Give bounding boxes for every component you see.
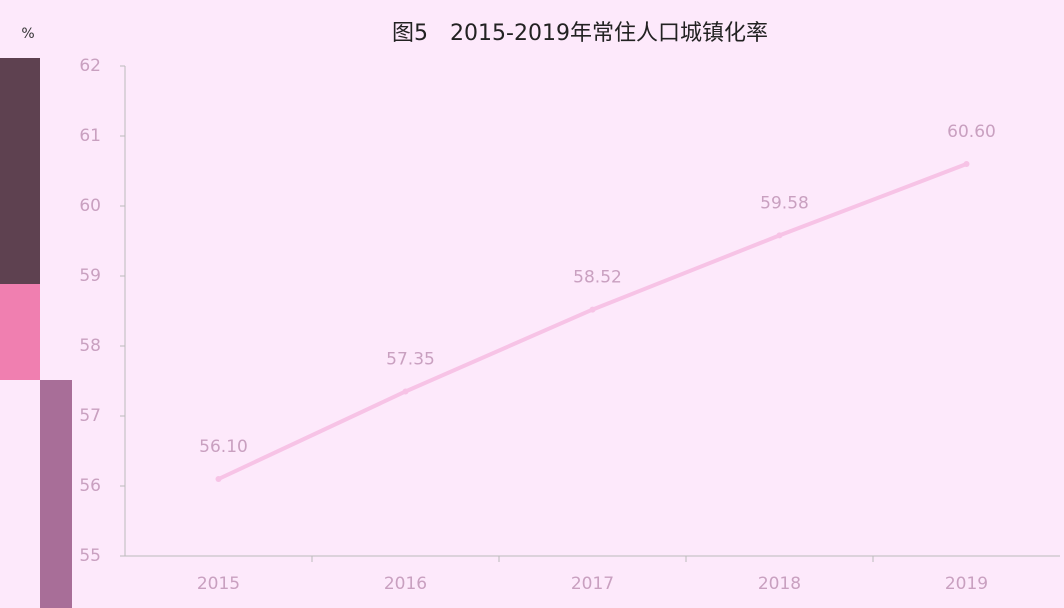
x-tick-label: 2017 (571, 574, 614, 594)
y-tick-label: 61 (79, 126, 101, 146)
y-tick-label: 62 (79, 56, 101, 76)
point (402, 388, 409, 395)
x-tick-label: 2019 (945, 574, 988, 594)
data-label: 59.58 (760, 193, 809, 213)
y-tick-label: 60 (79, 196, 101, 216)
y-tick-label: 59 (79, 266, 101, 286)
y-tick-label: 55 (79, 546, 101, 566)
artifact (0, 58, 40, 284)
y-tick-label: 56 (79, 476, 101, 496)
data-label: 57.35 (386, 350, 435, 370)
point (963, 161, 970, 167)
data-label: 60.60 (947, 122, 996, 142)
point (589, 306, 596, 313)
x-tick-label: 2018 (758, 574, 801, 594)
artifact (40, 380, 72, 608)
point (776, 232, 783, 239)
x-tick-label: 2015 (197, 574, 240, 594)
y-tick-label: 57 (79, 406, 101, 426)
chart-title: 图5 2015-2019年常住人口城镇化率 (392, 21, 768, 46)
x-tick-label: 2016 (384, 574, 427, 594)
data-label: 58.52 (573, 268, 622, 288)
y-tick-label: 58 (79, 336, 101, 356)
point (215, 476, 222, 482)
y-axis-unit: % (21, 26, 34, 42)
artifact (0, 284, 40, 380)
data-label: 56.10 (199, 437, 248, 457)
